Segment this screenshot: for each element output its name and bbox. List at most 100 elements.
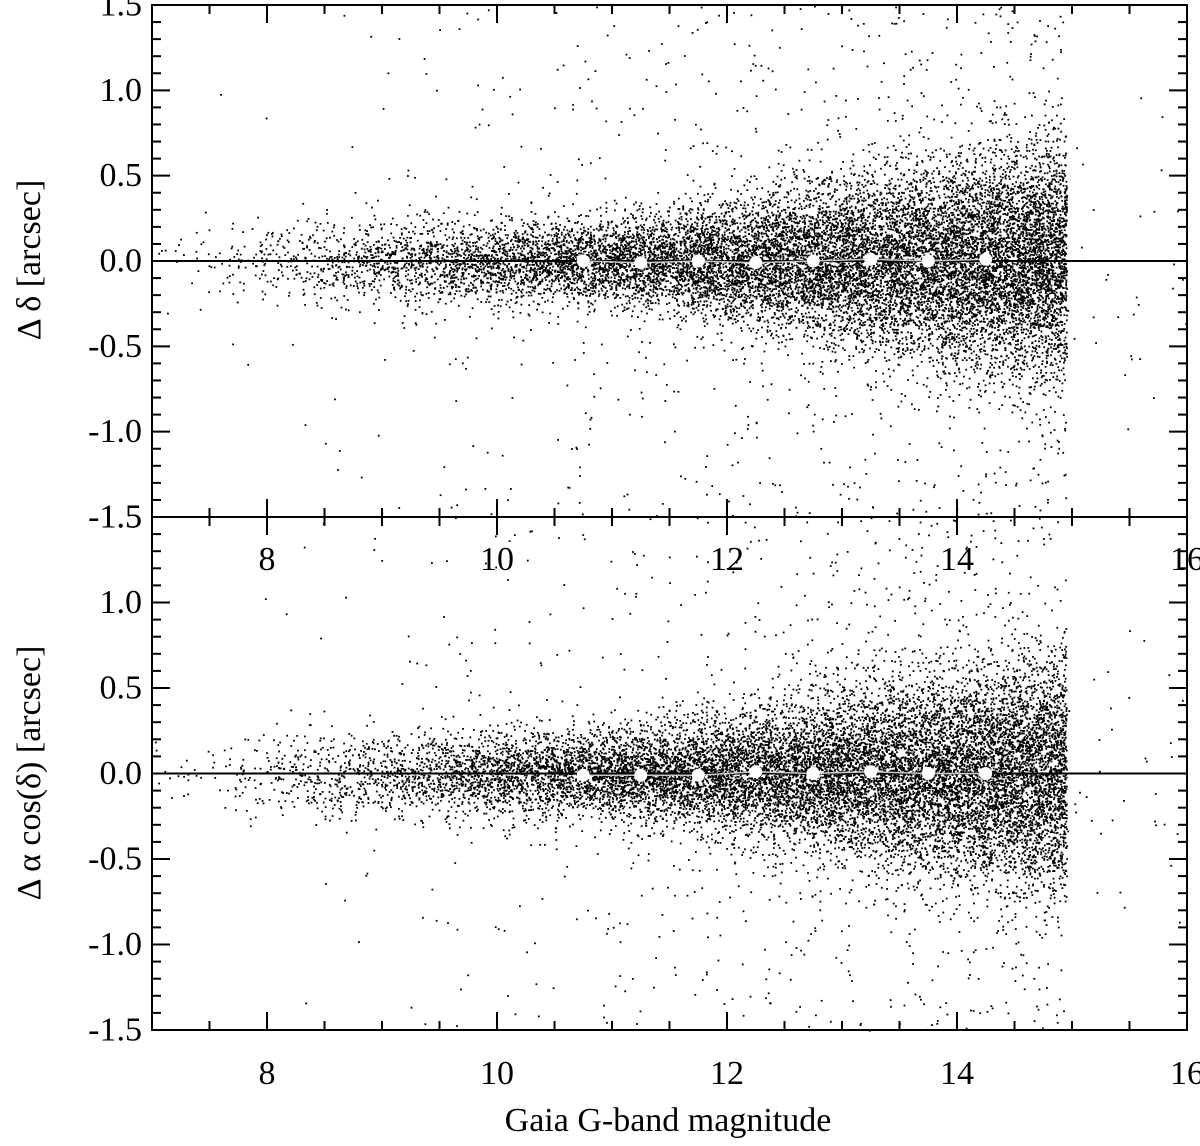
scatter-point [1018,228,1021,231]
scatter-point [1011,166,1013,168]
scatter-point [789,236,791,238]
scatter-point [983,210,985,213]
scatter-point [725,309,727,312]
scatter-point [761,274,764,276]
scatter-point [503,284,506,287]
scatter-point [945,269,947,271]
scatter-point [894,149,897,151]
scatter-point [732,283,734,286]
scatter-point [811,295,814,298]
scatter-point [980,192,983,195]
scatter-point [593,273,596,275]
scatter-point [807,281,810,283]
scatter-point [997,248,1000,250]
scatter-point [526,258,529,261]
scatter-point [901,337,904,340]
scatter-point [1012,227,1015,230]
scatter-point [622,310,624,313]
scatter-point [478,268,481,270]
scatter-point [699,202,701,204]
scatter-point [1045,266,1048,269]
scatter-point [435,322,438,325]
scatter-point [975,158,977,160]
scatter-point [461,248,463,251]
scatter-point [453,277,456,279]
scatter-points-top [155,5,1188,519]
scatter-point [797,246,799,249]
scatter-point [863,226,866,229]
scatter-point [953,327,956,329]
scatter-point [1092,209,1095,211]
scatter-point [802,257,805,260]
scatter-point [820,275,823,278]
scatter-point [1049,187,1052,190]
scatter-point [1017,359,1020,361]
scatter-point [792,270,794,273]
scatter-point [581,242,584,244]
scatter-point [474,291,477,293]
scatter-point [935,235,938,237]
scatter-point [767,295,770,298]
scatter-point [789,276,791,278]
scatter-point [753,238,756,240]
scatter-point [869,183,872,186]
scatter-point [615,236,617,238]
scatter-point [984,243,987,245]
scatter-point [867,180,870,182]
scatter-point [982,327,985,330]
scatter-point [1061,292,1063,295]
scatter-point [881,341,884,343]
scatter-point [791,277,793,280]
scatter-point [978,288,980,290]
scatter-point [956,194,959,196]
scatter-point [537,292,540,295]
scatter-point [753,241,756,243]
scatter-point [1055,213,1057,216]
scatter-point [506,284,509,287]
scatter-point [734,206,737,208]
scatter-point [775,330,778,332]
scatter-point [1006,228,1009,231]
scatter-point [853,314,855,316]
scatter-point [905,274,908,277]
scatter-point [808,304,811,306]
scatter-point [679,272,682,275]
scatter-point [662,264,665,267]
scatter-point [1007,23,1010,25]
scatter-point [613,256,616,259]
scatter-point [551,278,553,281]
scatter-point [1054,185,1057,188]
scatter-point [1038,298,1041,300]
scatter-point [815,284,817,287]
scatter-point [698,277,700,279]
scatter-point [616,256,619,259]
scatter-point [932,296,934,299]
scatter-point [748,243,750,246]
scatter-point [1050,256,1052,259]
scatter-point [617,398,620,401]
scatter-point [1033,317,1036,319]
scatter-point [948,339,951,341]
scatter-point [849,317,852,320]
scatter-point [1039,20,1041,22]
scatter-point [1045,354,1048,357]
scatter-point [986,301,988,304]
scatter-point [752,273,754,276]
scatter-point [902,307,904,309]
scatter-point [956,252,959,255]
scatter-point [923,347,926,350]
scatter-point [652,233,655,236]
scatter-point [974,223,977,226]
scatter-point [1010,284,1013,287]
scatter-point [984,272,987,275]
scatter-point [1042,393,1045,395]
scatter-point [661,271,663,274]
scatter-point [648,215,651,218]
scatter-point [1035,344,1038,347]
scatter-point [905,338,908,341]
scatter-point [793,251,795,254]
scatter-point [997,252,1000,255]
scatter-point [741,255,743,258]
scatter-point [777,149,780,152]
scatter-point [500,269,503,272]
